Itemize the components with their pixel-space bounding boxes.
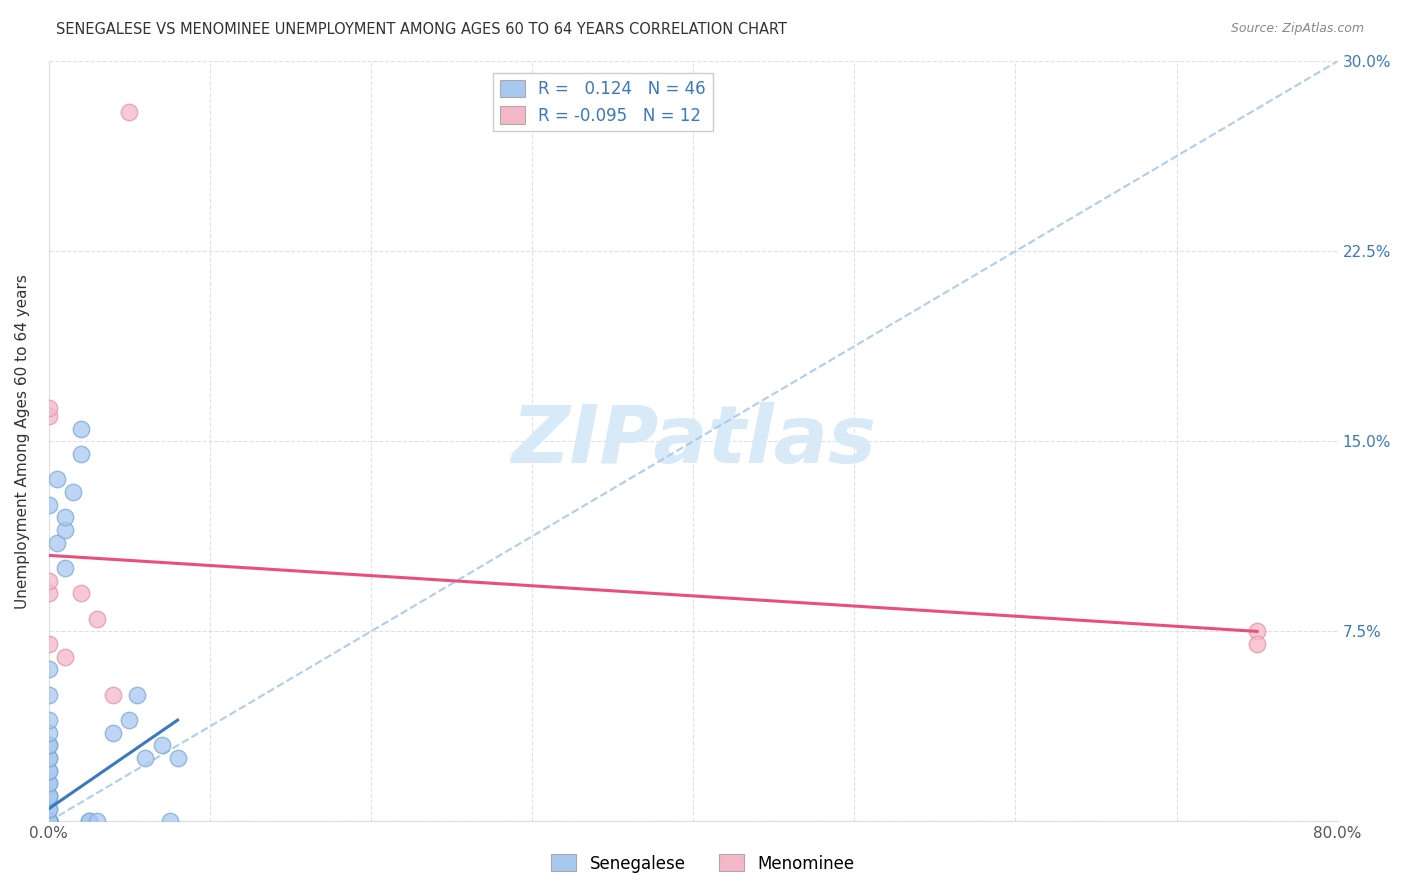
Point — [38, 814, 60, 829]
Point — [38, 814, 60, 829]
Point — [38, 739, 60, 753]
Point — [38, 751, 60, 765]
Point — [38, 814, 60, 829]
Point — [53, 561, 76, 575]
Point — [166, 751, 188, 765]
Point — [38, 725, 60, 739]
Point — [38, 814, 60, 829]
Point — [38, 789, 60, 804]
Text: SENEGALESE VS MENOMINEE UNEMPLOYMENT AMONG AGES 60 TO 64 YEARS CORRELATION CHART: SENEGALESE VS MENOMINEE UNEMPLOYMENT AMO… — [56, 22, 787, 37]
Point — [38, 401, 60, 416]
Point — [38, 814, 60, 829]
Point — [150, 739, 173, 753]
Point — [159, 814, 181, 829]
Point — [77, 814, 100, 829]
Point — [70, 586, 93, 600]
Point — [53, 523, 76, 537]
Text: ZIPatlas: ZIPatlas — [510, 402, 876, 480]
Point — [38, 776, 60, 790]
Point — [38, 814, 60, 829]
Point — [86, 814, 108, 829]
Point — [53, 649, 76, 664]
Point — [38, 586, 60, 600]
Point — [38, 814, 60, 829]
Point — [38, 662, 60, 676]
Point — [38, 814, 60, 829]
Point — [38, 814, 60, 829]
Point — [38, 802, 60, 816]
Legend: Senegalese, Menominee: Senegalese, Menominee — [544, 847, 862, 880]
Point — [38, 574, 60, 588]
Point — [70, 447, 93, 461]
Point — [38, 409, 60, 423]
Point — [86, 612, 108, 626]
Point — [62, 485, 84, 500]
Point — [38, 713, 60, 727]
Point — [77, 814, 100, 829]
Point — [127, 688, 149, 702]
Point — [38, 789, 60, 804]
Point — [134, 751, 156, 765]
Text: Source: ZipAtlas.com: Source: ZipAtlas.com — [1230, 22, 1364, 36]
Point — [118, 104, 141, 119]
Point — [103, 725, 125, 739]
Y-axis label: Unemployment Among Ages 60 to 64 years: Unemployment Among Ages 60 to 64 years — [15, 274, 30, 608]
Point — [38, 789, 60, 804]
Legend: R =   0.124   N = 46, R = -0.095   N = 12: R = 0.124 N = 46, R = -0.095 N = 12 — [494, 73, 713, 131]
Point — [38, 764, 60, 778]
Point — [38, 764, 60, 778]
Point — [53, 510, 76, 524]
Point — [45, 535, 67, 549]
Point — [38, 688, 60, 702]
Point — [38, 802, 60, 816]
Point — [38, 776, 60, 790]
Point — [45, 472, 67, 486]
Point — [38, 498, 60, 512]
Point — [38, 739, 60, 753]
Point — [1246, 637, 1268, 651]
Point — [70, 422, 93, 436]
Point — [103, 688, 125, 702]
Point — [38, 751, 60, 765]
Point — [1246, 624, 1268, 639]
Point — [38, 814, 60, 829]
Point — [118, 713, 141, 727]
Point — [38, 637, 60, 651]
